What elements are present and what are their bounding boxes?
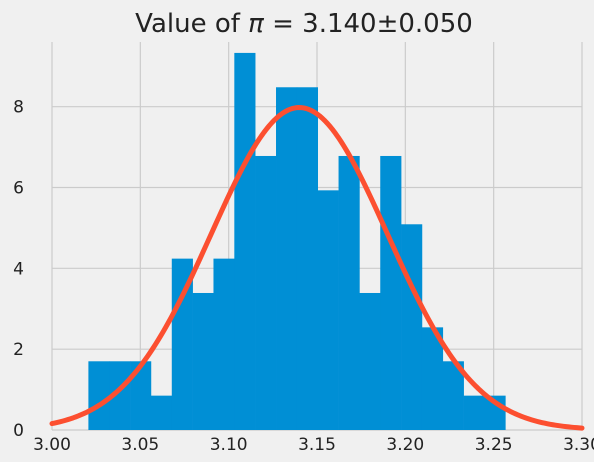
histogram-bar-14 [380, 155, 402, 430]
x-tick-label-4: 3.20 [386, 435, 424, 455]
histogram-bar-16 [421, 327, 444, 430]
histogram-bar-12 [338, 155, 360, 430]
histogram-bar-5 [192, 292, 214, 430]
x-tick-label-3: 3.15 [298, 435, 336, 455]
histogram-bar-2 [130, 361, 152, 430]
x-tick-label-6: 3.30 [563, 435, 594, 455]
chart-title: Value of π = 3.140±0.050 [135, 9, 473, 39]
x-tick-label-1: 3.05 [121, 435, 159, 455]
y-tick-label-2: 4 [13, 259, 24, 279]
y-tick-label-1: 2 [13, 340, 24, 360]
x-tick-label-2: 3.10 [210, 435, 248, 455]
histogram-bar-11 [317, 190, 339, 430]
y-tick-labels: 0 2 4 6 8 [13, 98, 24, 441]
fit-curve-layer [49, 105, 585, 431]
title-value: 3.140±0.050 [302, 9, 473, 39]
histogram-bar-0 [88, 361, 110, 430]
histogram-bar-7 [234, 52, 256, 430]
histogram-bar-9 [276, 87, 298, 431]
histogram-bar-10 [296, 87, 319, 431]
title-pi-symbol: π [248, 9, 264, 39]
histogram-bar-15 [401, 224, 423, 430]
x-tick-label-5: 3.25 [475, 435, 513, 455]
x-tick-label-0: 3.00 [33, 435, 71, 455]
normal-fit-curve [49, 105, 585, 431]
y-tick-label-0: 0 [13, 421, 24, 441]
histogram-bar-1 [109, 361, 131, 430]
histogram-bar-18 [463, 395, 485, 430]
histogram-bars [88, 52, 506, 431]
y-tick-label-3: 6 [13, 179, 24, 199]
x-tick-labels: 3.00 3.05 3.10 3.15 3.20 3.25 3.30 [33, 435, 594, 455]
histogram-bar-3 [150, 395, 173, 430]
y-tick-label-4: 8 [13, 98, 24, 118]
histogram-bar-6 [213, 258, 235, 430]
histogram-bar-17 [442, 361, 464, 430]
title-prefix: Value of [135, 9, 248, 39]
histogram-bar-8 [255, 155, 277, 430]
histogram-bar-13 [359, 292, 381, 430]
title-equals: = [264, 9, 302, 39]
